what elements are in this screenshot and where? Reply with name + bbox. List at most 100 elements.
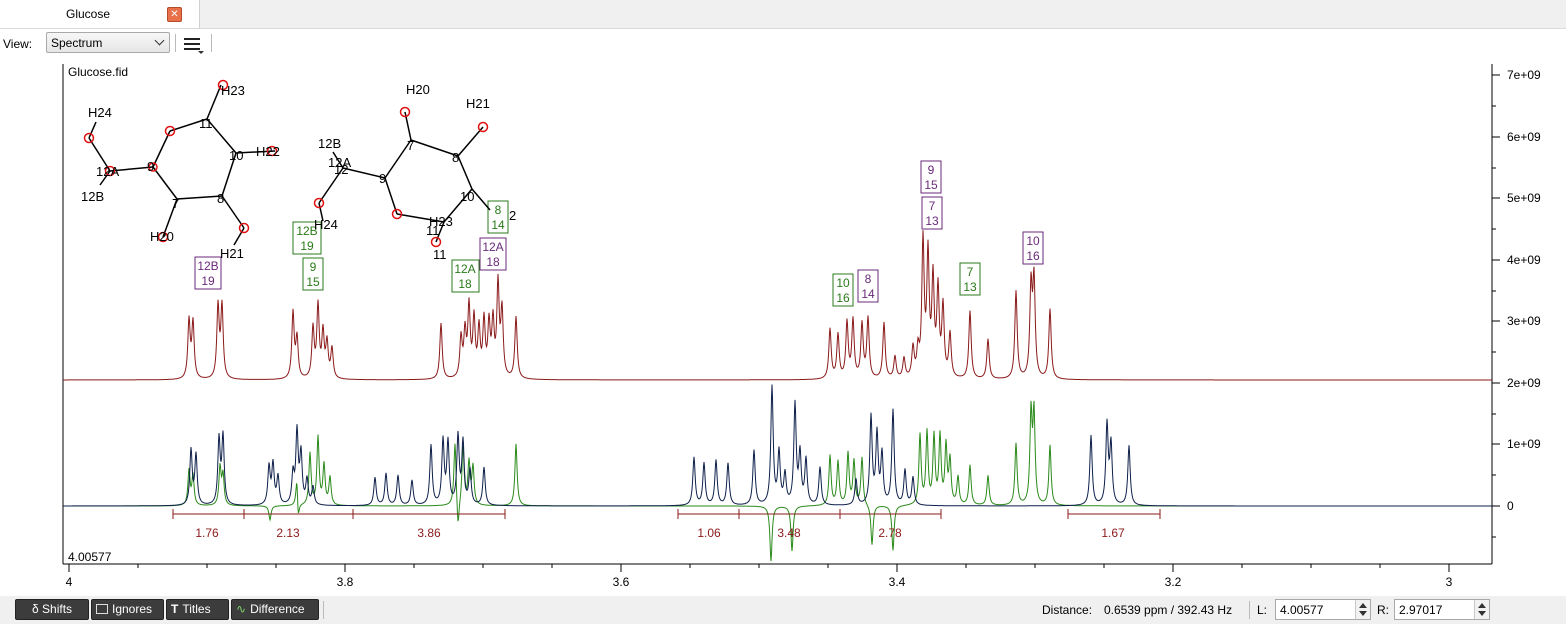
svg-text:8: 8 — [865, 272, 872, 286]
svg-text:14: 14 — [861, 287, 875, 301]
view-select-value: Spectrum — [51, 36, 103, 50]
svg-text:12B: 12B — [197, 259, 218, 273]
svg-text:12B: 12B — [318, 136, 341, 151]
y-tick-label: 3e+09 — [1507, 314, 1541, 328]
svg-text:H22: H22 — [256, 144, 280, 159]
integral-label: 1.67 — [1101, 526, 1125, 540]
ignores-button-label: Ignores — [112, 602, 153, 616]
assignment-label-green[interactable]: 713 — [959, 262, 981, 296]
file-label: Glucose.fid — [68, 65, 128, 79]
svg-text:7: 7 — [929, 199, 936, 213]
waveform-icon: ∿ — [236, 602, 247, 616]
tab-glucose[interactable]: Glucose ✕ — [0, 0, 200, 28]
close-icon[interactable]: ✕ — [167, 7, 182, 22]
chevron-down-icon — [154, 35, 165, 46]
svg-text:H23: H23 — [429, 214, 453, 229]
y-tick-label: 2e+09 — [1507, 376, 1541, 390]
svg-text:2: 2 — [509, 208, 516, 223]
molecule-structure-1[interactable]: H23 11 H24 10 H22 12A 9 12B 7 8 H20 H21 — [81, 79, 280, 262]
spectrum-plot[interactable]: Glucose.fid 4.00577 4 3.8 3.6 3.4 3.2 3 … — [0, 60, 1566, 596]
toolbar-separator — [1249, 601, 1250, 619]
distance-value: 0.6539 ppm / 392.43 Hz — [1104, 603, 1233, 617]
svg-text:12B: 12B — [81, 189, 104, 204]
svg-text:8: 8 — [217, 191, 224, 206]
right-bound-input[interactable]: 2.97017 — [1394, 599, 1490, 620]
y-tick-label: 6e+09 — [1507, 130, 1541, 144]
svg-text:19: 19 — [201, 274, 215, 288]
svg-text:12B: 12B — [296, 224, 317, 238]
y-tick-label: 4e+09 — [1507, 253, 1541, 267]
svg-text:11: 11 — [433, 247, 447, 262]
left-bound-label: L: — [1257, 603, 1268, 617]
bottom-toolbar: δ Shifts Ignores T Titles ∿ Difference Dis… — [0, 596, 1566, 624]
distance-label: Distance: — [1042, 603, 1093, 617]
assignment-label-purple[interactable]: 814 — [857, 269, 879, 303]
svg-text:10: 10 — [1026, 234, 1040, 248]
svg-text:H20: H20 — [150, 229, 174, 244]
y-tick-label: 0 — [1507, 499, 1514, 513]
assignment-label-green[interactable]: 814 — [487, 200, 509, 234]
svg-text:13: 13 — [963, 280, 977, 294]
svg-text:H20: H20 — [406, 82, 430, 97]
integral-label: 2.78 — [878, 526, 902, 540]
integral-brackets — [172, 509, 1161, 519]
svg-text:15: 15 — [924, 178, 938, 192]
svg-text:16: 16 — [1026, 249, 1040, 263]
svg-text:H21: H21 — [220, 246, 244, 261]
svg-text:H23: H23 — [221, 83, 245, 98]
svg-text:9: 9 — [310, 260, 317, 274]
svg-text:7: 7 — [407, 138, 414, 153]
hamburger-menu-icon[interactable] — [180, 33, 206, 55]
svg-text:7: 7 — [967, 265, 974, 279]
svg-text:19: 19 — [300, 239, 314, 253]
spinner-arrows-icon[interactable] — [1355, 600, 1370, 619]
y-tick-label: 1e+09 — [1507, 437, 1541, 451]
shifts-button[interactable]: δ Shifts — [15, 599, 89, 620]
text-icon: T — [171, 602, 179, 616]
square-icon — [96, 604, 108, 614]
svg-text:11: 11 — [199, 116, 213, 131]
y-tick-label: 5e+09 — [1507, 191, 1541, 205]
x-tick-marks — [68, 564, 1450, 572]
assignment-label-purple[interactable]: 915 — [920, 160, 942, 194]
svg-text:18: 18 — [486, 255, 500, 269]
svg-text:7: 7 — [172, 196, 179, 211]
toolbar-separator — [211, 34, 212, 52]
toolbar-separator — [323, 601, 324, 619]
svg-text:10: 10 — [460, 189, 474, 204]
tab-title: Glucose — [66, 7, 111, 21]
left-bound-input[interactable]: 4.00577 — [1275, 599, 1371, 620]
shifts-button-label: δ Shifts — [32, 602, 73, 616]
toolbar: View: Spectrum — [0, 29, 1566, 59]
svg-text:15: 15 — [306, 275, 320, 289]
x-tick-label: 4 — [66, 575, 73, 589]
svg-text:H24: H24 — [314, 217, 338, 232]
cursor-readout: 4.00577 — [68, 550, 112, 564]
experimental-spectrum-trace — [63, 230, 1492, 381]
ignores-button[interactable]: Ignores — [91, 599, 164, 620]
svg-text:12A: 12A — [96, 164, 119, 179]
x-tick-label: 3.8 — [337, 575, 354, 589]
integral-label: 3.86 — [417, 526, 441, 540]
svg-text:8: 8 — [495, 203, 502, 217]
svg-text:14: 14 — [491, 218, 505, 232]
titles-button[interactable]: T Titles — [166, 599, 229, 620]
svg-text:9: 9 — [928, 163, 935, 177]
assignment-label-green[interactable]: 915 — [302, 257, 324, 291]
assignment-label-purple[interactable]: 713 — [921, 196, 943, 230]
view-label: View: — [3, 37, 33, 51]
difference-button[interactable]: ∿ Difference — [231, 599, 319, 620]
integral-label: 1.76 — [195, 526, 219, 540]
spinner-arrows-icon[interactable] — [1474, 600, 1489, 619]
view-select[interactable]: Spectrum — [46, 32, 170, 53]
tab-bar: Glucose ✕ — [0, 0, 1566, 29]
svg-text:H21: H21 — [466, 96, 490, 111]
molecule-structure-2[interactable]: H20 H21 12B 12A 7 8 12 9 10 H24 H23 11 2… — [313, 82, 516, 262]
svg-text:12A: 12A — [328, 155, 351, 170]
